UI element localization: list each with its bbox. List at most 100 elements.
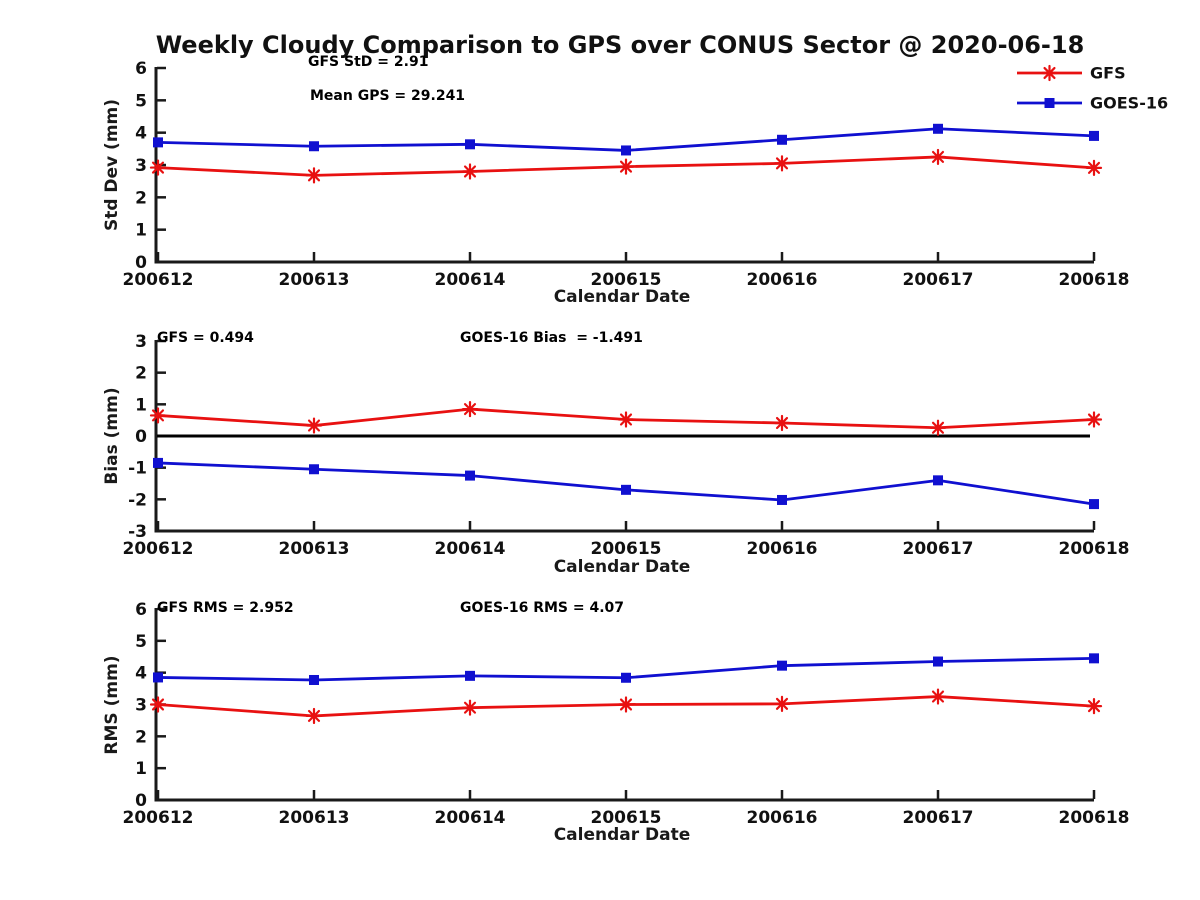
square-marker <box>309 464 319 475</box>
square-marker <box>777 134 787 145</box>
square-marker <box>933 475 943 486</box>
y-tick-label: -2 <box>128 490 147 510</box>
square-marker <box>621 484 631 495</box>
asterisk-marker <box>929 688 947 705</box>
square-marker <box>465 670 475 681</box>
x-tick-label: 200613 <box>279 270 350 290</box>
asterisk-marker <box>773 414 791 432</box>
square-marker <box>153 457 163 468</box>
asterisk-marker <box>1085 159 1103 177</box>
asterisk-marker <box>305 417 323 434</box>
y-tick-label: 2 <box>135 364 147 384</box>
x-tick-label: 200618 <box>1059 808 1130 828</box>
x-tick-label: 200617 <box>903 539 974 559</box>
square-marker <box>777 494 787 505</box>
asterisk-marker <box>1085 411 1103 428</box>
square-marker <box>933 656 943 667</box>
asterisk-marker <box>149 159 167 176</box>
square-marker <box>309 141 319 152</box>
y-tick-label: 6 <box>135 600 147 620</box>
asterisk-marker <box>461 163 479 180</box>
asterisk-marker <box>305 707 323 725</box>
asterisk-marker <box>461 699 479 716</box>
series-goes-16 <box>153 457 1099 510</box>
bias-annotation-goes16: GOES-16 Bias = -1.491 <box>460 330 643 346</box>
x-tick-label: 200615 <box>591 808 662 828</box>
series-gfs <box>149 688 1103 725</box>
square-marker <box>1089 499 1099 510</box>
y-tick-label: 4 <box>135 664 147 684</box>
x-tick-label: 200616 <box>747 270 818 290</box>
y-tick-label: -1 <box>128 459 147 479</box>
x-tick-label: 200612 <box>123 808 194 828</box>
x-tick-label: 200614 <box>435 808 506 828</box>
square-marker <box>153 672 163 683</box>
chart-title: Weekly Cloudy Comparison to GPS over CON… <box>155 31 1085 59</box>
x-tick-label: 200615 <box>591 270 662 290</box>
y-tick-label: 1 <box>135 395 147 415</box>
stddev-annotation-gfs: GFS StD = 2.91 <box>308 54 429 70</box>
stddev-y-axis-label: Std Dev (mm) <box>102 98 122 232</box>
series-gfs <box>149 400 1103 436</box>
square-marker <box>621 145 631 156</box>
asterisk-marker <box>149 696 167 713</box>
asterisk-marker <box>617 158 635 175</box>
x-tick-label: 200617 <box>903 270 974 290</box>
stddev-x-axis-label: Calendar Date <box>553 287 691 307</box>
asterisk-marker <box>149 407 167 424</box>
y-tick-label: 5 <box>135 632 147 652</box>
x-tick-label: 200612 <box>123 539 194 559</box>
y-tick-label: 0 <box>135 791 147 811</box>
x-tick-label: 200614 <box>435 270 506 290</box>
y-tick-label: 1 <box>135 759 147 779</box>
square-marker <box>777 660 787 671</box>
asterisk-marker <box>773 695 791 712</box>
legend-label-goes16: GOES-16 <box>1090 93 1169 113</box>
asterisk-marker <box>617 411 635 428</box>
y-tick-label: 1 <box>135 221 147 241</box>
asterisk-marker <box>461 400 479 418</box>
x-tick-label: 200613 <box>279 808 350 828</box>
y-tick-label: 3 <box>135 156 147 176</box>
rms-x-axis-label: Calendar Date <box>553 825 691 845</box>
asterisk-marker <box>773 155 791 172</box>
rms-y-axis-label: RMS (mm) <box>102 655 122 755</box>
bias-y-axis-label: Bias (mm) <box>102 387 122 485</box>
asterisk-marker <box>1041 64 1058 82</box>
square-marker <box>1089 130 1099 141</box>
rms-annotation-gfs: GFS RMS = 2.952 <box>157 600 294 616</box>
stddev-plot: 0 1 2 3 4 5 6 200612 200613 200614 200615 200616 200… <box>123 59 1130 290</box>
y-tick-label: 2 <box>135 727 147 747</box>
square-marker <box>621 672 631 683</box>
y-tick-label: 3 <box>135 332 147 352</box>
square-marker <box>309 674 319 685</box>
y-tick-label: 0 <box>135 253 147 273</box>
asterisk-marker <box>1085 697 1103 715</box>
series-line <box>157 461 1095 506</box>
series-goes-16 <box>153 123 1099 156</box>
y-tick-label: 0 <box>135 427 147 447</box>
x-tick-label: 200616 <box>747 539 818 559</box>
asterisk-marker <box>617 696 635 713</box>
square-marker <box>1044 98 1055 108</box>
legend <box>1017 64 1082 108</box>
y-tick-label: 3 <box>135 696 147 716</box>
legend-label-gfs: GFS <box>1090 63 1126 83</box>
asterisk-marker <box>929 419 947 436</box>
x-tick-label: 200612 <box>123 270 194 290</box>
series-goes-16 <box>153 653 1099 685</box>
asterisk-marker <box>929 148 947 166</box>
rms-annotation-goes16: GOES-16 RMS = 4.07 <box>460 600 625 616</box>
x-tick-label: 200618 <box>1059 270 1130 290</box>
square-marker <box>465 139 475 150</box>
x-tick-label: 200614 <box>435 539 506 559</box>
square-marker <box>1089 653 1099 664</box>
bias-plot: -3 -2 -1 0 1 2 3 200612 200613 200614 200615 200616… <box>123 332 1130 559</box>
bias-annotation-gfs: GFS = 0.494 <box>157 330 254 346</box>
x-tick-label: 200618 <box>1059 539 1130 559</box>
asterisk-marker <box>305 167 323 184</box>
x-tick-label: 200617 <box>903 808 974 828</box>
y-tick-label: 5 <box>135 91 147 111</box>
x-tick-label: 200613 <box>279 539 350 559</box>
y-tick-label: -3 <box>128 522 147 542</box>
